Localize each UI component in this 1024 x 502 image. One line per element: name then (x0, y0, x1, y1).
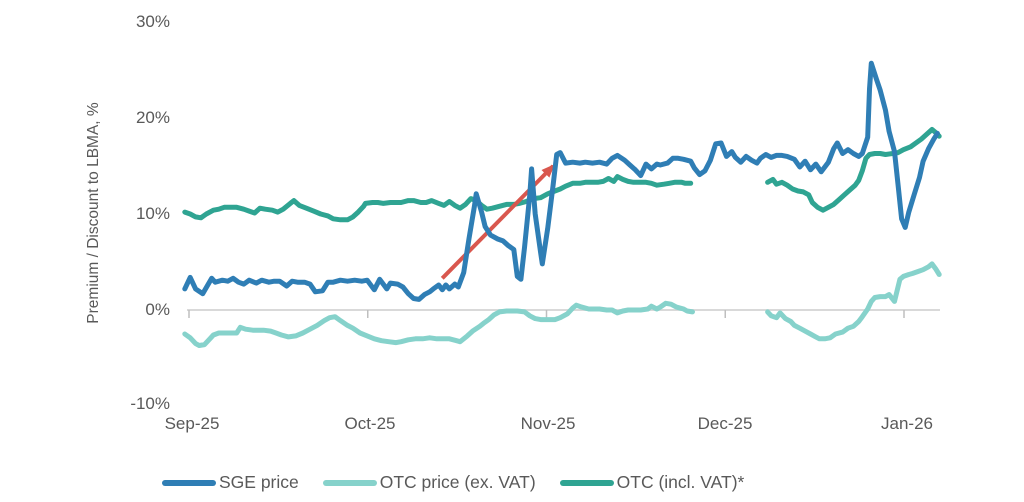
y-tick-20: 20% (135, 108, 170, 127)
series-line-otc-ex-vat (765, 261, 942, 342)
legend-swatch-otc-incl-vat (559, 479, 614, 486)
y-tick-10: 10% (135, 204, 170, 223)
x-tick-dec-25: Dec-25 (697, 414, 753, 433)
x-tick-jan-26: Jan-26 (881, 414, 933, 433)
legend-swatch-otc-ex-vat (322, 479, 377, 486)
legend-item-sge-price: SGE price (162, 472, 299, 493)
y-tick-30: 30% (135, 12, 170, 31)
y-tick-0: 0% (145, 300, 170, 319)
legend-label-otc-ex-vat: OTC price (ex. VAT) (379, 472, 536, 492)
y-tick-neg10: -10% (130, 394, 170, 413)
series-line-otc-incl-vat (765, 127, 942, 213)
x-tick-oct-25: Oct-25 (344, 414, 396, 433)
series-line-otc-incl-vat (182, 174, 694, 223)
legend-item-otc-incl-vat: OTC (incl. VAT)* (559, 472, 745, 493)
series-line-otc-ex-vat (182, 300, 695, 348)
legend-swatch-sge-price (162, 479, 216, 486)
chart-legend: SGE price OTC price (ex. VAT) OTC (incl.… (162, 472, 768, 493)
x-tick-nov-25: Nov-25 (520, 414, 576, 433)
legend-item-otc-ex-vat: OTC price (ex. VAT) (322, 472, 536, 493)
legend-label-sge-price: SGE price (219, 472, 299, 492)
legend-label-otc-incl-vat: OTC (incl. VAT)* (616, 472, 745, 492)
series-line-sge-price (182, 60, 940, 302)
x-tick-sep-25: Sep-25 (164, 414, 220, 433)
y-axis-title: Premium / Discount to LBMA, % (85, 102, 102, 324)
